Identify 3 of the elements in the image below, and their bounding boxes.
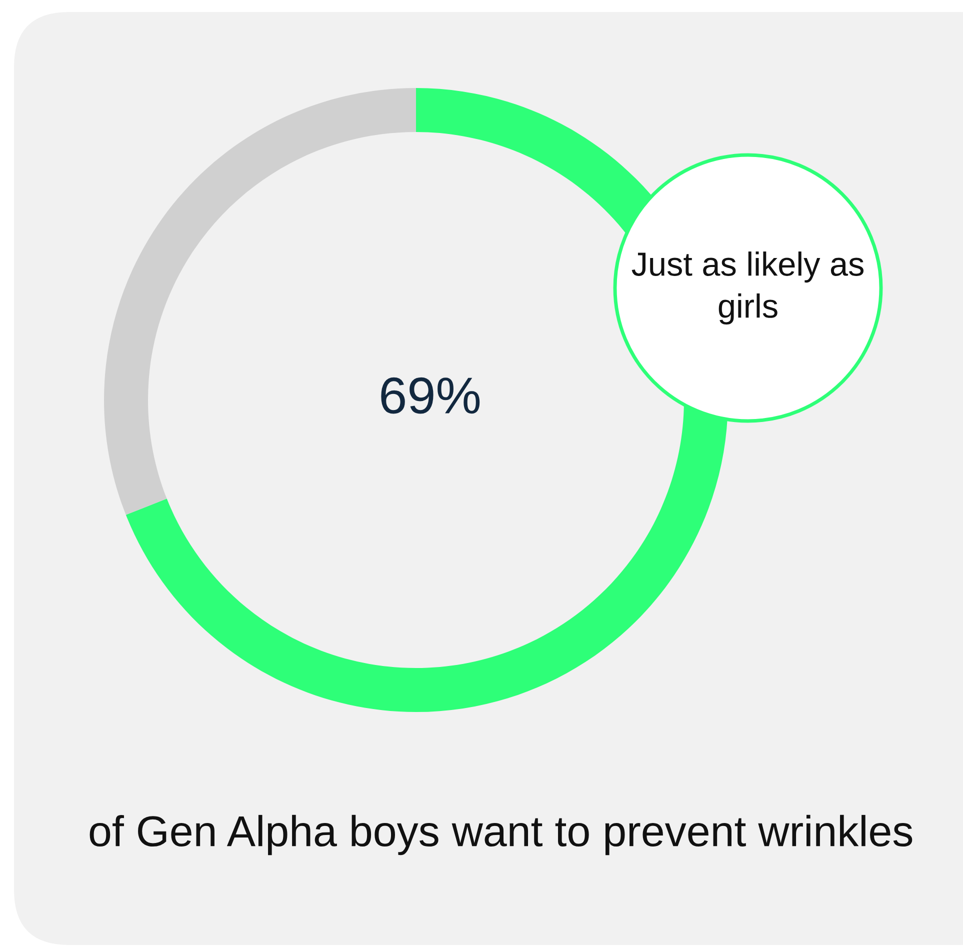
text: of Gen Alpha boys want to prevent wrinkles [90, 814, 912, 856]
text: Just as likely as girls [632, 251, 864, 325]
data-label: 69% [381, 377, 480, 414]
